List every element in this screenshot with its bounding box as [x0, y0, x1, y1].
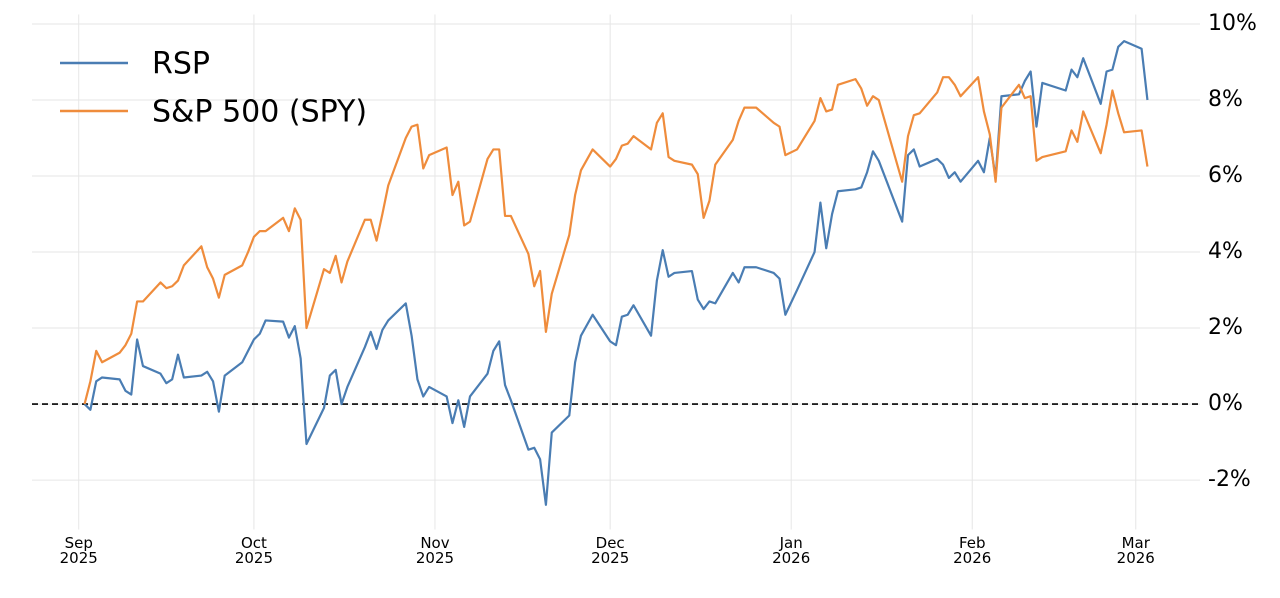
y-tick-label: -2% [1208, 467, 1251, 492]
y-tick-label: 8% [1208, 87, 1243, 112]
x-tick-label: Mar 2026 [1116, 534, 1155, 567]
x-tick-label: Feb 2026 [953, 534, 992, 567]
series-line [83, 40, 1149, 506]
y-tick-label: 4% [1208, 239, 1243, 264]
y-tick-label: 6% [1208, 163, 1243, 188]
series-line [83, 76, 1149, 405]
y-tick-label: 10% [1208, 11, 1257, 36]
x-tick-label: Jan 2026 [772, 534, 811, 567]
x-tick-label: Dec 2025 [591, 534, 630, 567]
legend-label: RSP [152, 47, 210, 82]
legend-label: S&P 500 (SPY) [152, 95, 367, 130]
x-tick-label: Nov 2025 [415, 534, 455, 567]
y-tick-label: 0% [1208, 391, 1243, 416]
x-tick-label: Sep 2025 [59, 534, 98, 567]
x-tick-label: Oct 2025 [234, 534, 273, 567]
y-tick-label: 2% [1208, 315, 1243, 340]
